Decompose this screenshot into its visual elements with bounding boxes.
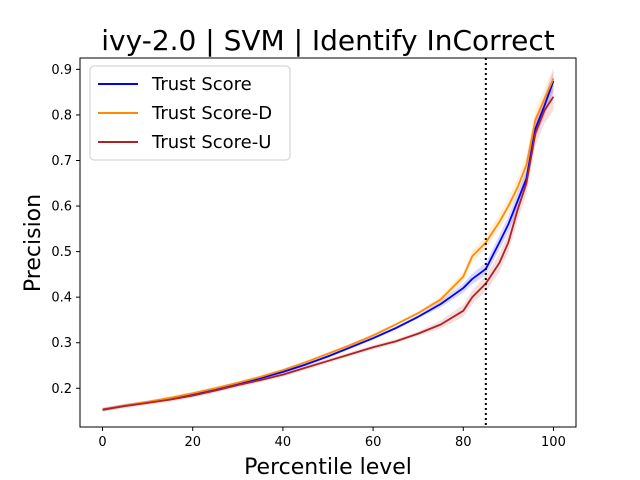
legend-label-3: Trust Score-U [151,132,271,153]
x-tick-label: 20 [184,435,201,450]
series-line-3 [102,96,555,411]
x-tick-label: 0 [98,435,106,450]
legend-box [89,65,291,161]
legend: Trust Score Trust Score-D Trust Score-U [89,65,291,161]
y-tick-label: 0.3 [51,336,72,351]
x-tick-label: 100 [541,435,566,450]
series-line-2 [102,78,555,411]
y-axis-ticks: 0.2 0.3 0.4 0.5 0.6 0.7 0.8 0.9 [51,63,80,397]
y-tick-label: 0.6 [51,200,72,215]
y-tick-label: 0.2 [51,382,72,397]
legend-label-1: Trust Score [151,74,252,95]
x-axis-label: Percentile level [244,455,412,480]
y-axis-label: Precision [21,194,46,292]
y-tick-label: 0.7 [51,154,72,169]
x-tick-label: 40 [275,435,292,450]
y-tick-label: 0.9 [51,63,72,78]
y-tick-label: 0.4 [51,291,72,306]
x-tick-label: 60 [365,435,382,450]
series-lines [102,78,555,411]
legend-label-2: Trust Score-D [151,103,272,124]
chart-title: ivy-2.0 | SVM | Identify InCorrect [101,24,554,57]
y-tick-label: 0.8 [51,108,72,123]
x-axis-ticks: 0 20 40 60 80 100 [98,427,566,450]
y-tick-label: 0.5 [51,245,72,260]
plot-frame [79,57,577,428]
x-tick-label: 80 [455,435,472,450]
